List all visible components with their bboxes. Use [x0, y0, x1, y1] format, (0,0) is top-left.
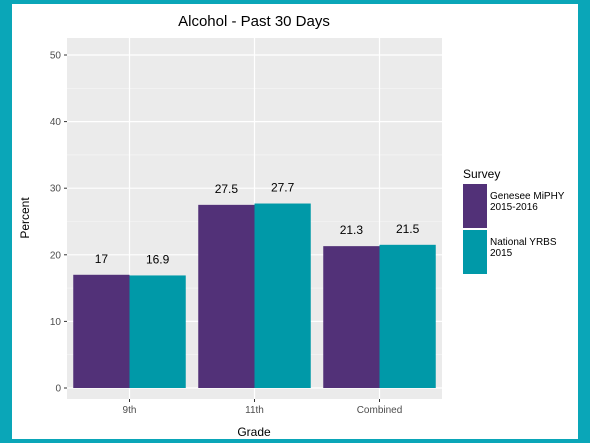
y-tick-label: 10: [50, 317, 62, 328]
bar: [323, 246, 380, 388]
legend-entry-label: National YRBS 2015: [490, 237, 557, 259]
x-axis-label: Grade: [237, 425, 271, 439]
data-label: 27.5: [215, 182, 239, 196]
x-tick-label: 9th: [123, 405, 137, 416]
chart-title: Alcohol - Past 30 Days: [178, 13, 330, 30]
data-label: 27.7: [271, 181, 295, 195]
legend-entry-label: Genesee MiPHY 2015-2016: [490, 191, 565, 213]
legend-swatch: [463, 184, 487, 228]
y-tick-label: 40: [50, 117, 62, 128]
bar: [198, 204, 255, 388]
y-tick-label: 20: [50, 250, 62, 261]
data-label: 21.5: [396, 222, 420, 236]
legend-title: Survey: [463, 167, 500, 181]
y-axis: 0 10 20 30 40 50: [50, 51, 67, 395]
bar: [379, 244, 436, 388]
y-axis-label: Percent: [18, 197, 32, 239]
bars-layer: [73, 203, 436, 388]
x-tick-label: 11th: [245, 405, 264, 416]
y-tick-label: 0: [55, 384, 61, 395]
data-label: 17: [95, 252, 109, 266]
bar: [73, 274, 130, 388]
data-labels-layer: 17 27.5 21.3 16.9 27.7 21.5: [95, 181, 420, 267]
y-tick-label: 50: [50, 51, 62, 62]
y-tick-label: 30: [50, 184, 62, 195]
x-axis: 9th 11th Combined: [123, 399, 403, 416]
legend-swatch: [463, 230, 487, 274]
data-label: 16.9: [146, 252, 170, 266]
legend: Survey Genesee MiPHY 2015-2016 National YR…: [463, 167, 565, 274]
x-tick-label: Combined: [357, 405, 403, 416]
data-label: 21.3: [340, 223, 364, 237]
bar: [129, 275, 186, 388]
bar: [254, 203, 311, 388]
